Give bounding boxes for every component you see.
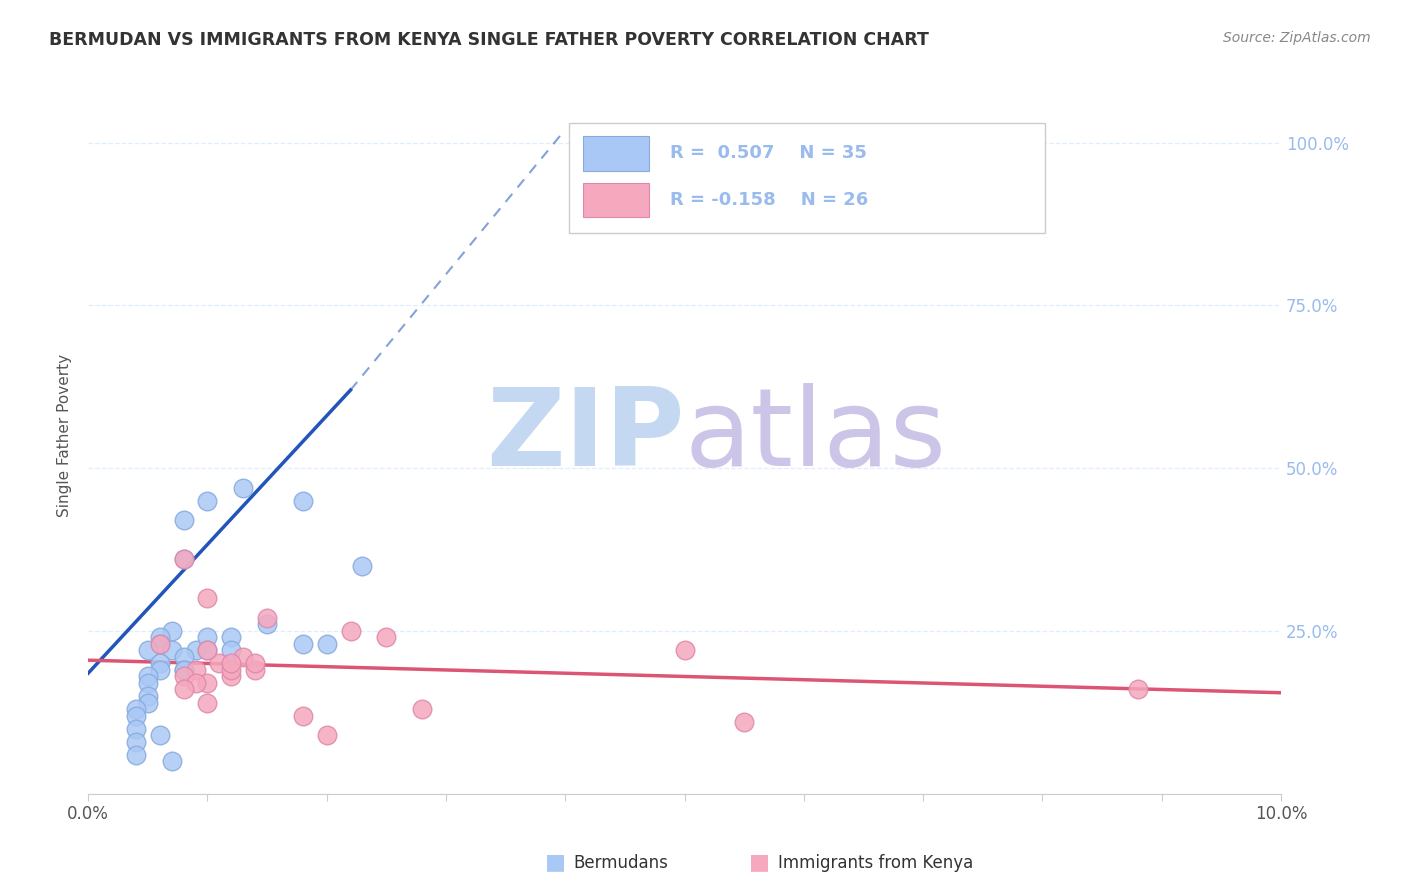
Text: atlas: atlas	[685, 383, 946, 489]
Text: Source: ZipAtlas.com: Source: ZipAtlas.com	[1223, 31, 1371, 45]
Point	[221, 663, 243, 677]
Text: Immigrants from Kenya: Immigrants from Kenya	[778, 854, 973, 871]
Point	[125, 734, 148, 748]
Point	[243, 657, 266, 671]
Point	[221, 669, 243, 683]
Point	[173, 513, 195, 527]
Point	[136, 669, 159, 683]
Point	[256, 611, 278, 625]
Point	[291, 708, 314, 723]
Point	[1126, 682, 1149, 697]
Point	[136, 643, 159, 657]
Point	[673, 643, 696, 657]
Point	[197, 591, 219, 606]
Point	[197, 643, 219, 657]
Text: R =  0.507    N = 35: R = 0.507 N = 35	[671, 145, 868, 162]
Point	[173, 682, 195, 697]
Point	[184, 643, 207, 657]
Point	[136, 689, 159, 703]
Point	[125, 747, 148, 762]
Point	[232, 481, 254, 495]
Point	[733, 714, 755, 729]
Point	[160, 624, 183, 638]
Point	[149, 663, 172, 677]
Point	[173, 649, 195, 664]
Point	[256, 617, 278, 632]
Point	[184, 676, 207, 690]
Point	[149, 631, 172, 645]
Point	[160, 643, 183, 657]
Point	[197, 696, 219, 710]
Point	[197, 643, 219, 657]
Point	[197, 676, 219, 690]
Text: Bermudans: Bermudans	[574, 854, 668, 871]
Bar	[583, 136, 648, 170]
Point	[291, 637, 314, 651]
Text: ■: ■	[546, 853, 565, 872]
Text: ZIP: ZIP	[486, 383, 685, 489]
Point	[221, 643, 243, 657]
Point	[173, 663, 195, 677]
Point	[411, 702, 433, 716]
Point	[315, 637, 337, 651]
Point	[125, 722, 148, 736]
Point	[125, 702, 148, 716]
Point	[243, 663, 266, 677]
Point	[375, 631, 398, 645]
Point	[184, 663, 207, 677]
Point	[173, 669, 195, 683]
Text: ■: ■	[749, 853, 769, 872]
Point	[221, 631, 243, 645]
Point	[197, 631, 219, 645]
Point	[125, 708, 148, 723]
Point	[136, 676, 159, 690]
Point	[221, 657, 243, 671]
FancyBboxPatch shape	[569, 122, 1045, 233]
Point	[197, 493, 219, 508]
Point	[291, 493, 314, 508]
Point	[208, 657, 231, 671]
Point	[173, 552, 195, 566]
Point	[136, 696, 159, 710]
Text: R = -0.158    N = 26: R = -0.158 N = 26	[671, 191, 869, 209]
Point	[232, 649, 254, 664]
Point	[315, 728, 337, 742]
Text: BERMUDAN VS IMMIGRANTS FROM KENYA SINGLE FATHER POVERTY CORRELATION CHART: BERMUDAN VS IMMIGRANTS FROM KENYA SINGLE…	[49, 31, 929, 49]
Bar	[583, 183, 648, 217]
Point	[173, 552, 195, 566]
Point	[149, 728, 172, 742]
Point	[352, 558, 374, 573]
Point	[149, 637, 172, 651]
Point	[173, 663, 195, 677]
Point	[160, 754, 183, 768]
Point	[149, 657, 172, 671]
Y-axis label: Single Father Poverty: Single Father Poverty	[58, 354, 72, 517]
Point	[149, 637, 172, 651]
Point	[339, 624, 361, 638]
